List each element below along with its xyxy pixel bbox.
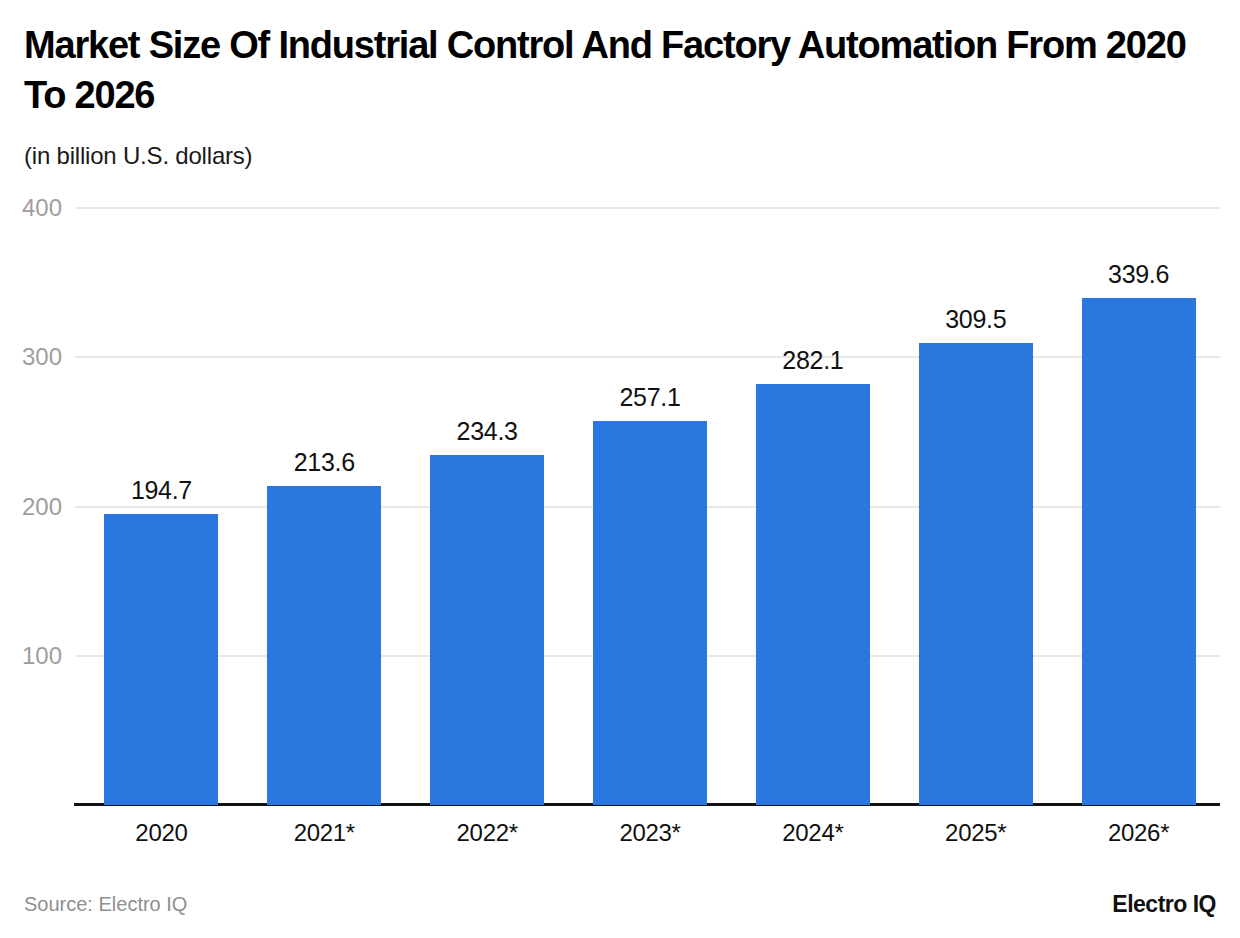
bar — [104, 514, 218, 805]
bar-columns: 194.7 213.6 234.3 257.1 282.1 309.5 339.6 — [80, 208, 1220, 805]
bar — [1082, 298, 1196, 805]
y-axis-tick-label: 300 — [0, 343, 62, 371]
x-axis-tick-label: 2022* — [406, 819, 569, 847]
bar-value-label: 339.6 — [1108, 260, 1169, 289]
bar — [267, 486, 381, 805]
y-axis-tick-label: 400 — [0, 194, 62, 222]
bar — [919, 343, 1033, 805]
bar — [430, 455, 544, 805]
chart-title: Market Size Of Industrial Control And Fa… — [24, 20, 1194, 120]
bar-value-label: 194.7 — [131, 476, 192, 505]
bar-column: 309.5 — [894, 208, 1057, 805]
x-axis-tick-label: 2025* — [894, 819, 1057, 847]
bar-column: 339.6 — [1057, 208, 1220, 805]
bar-value-label: 309.5 — [945, 305, 1006, 334]
bar-column: 282.1 — [731, 208, 894, 805]
bar — [593, 421, 707, 805]
x-axis-tick-label: 2024* — [731, 819, 894, 847]
x-axis-tick-label: 2020 — [80, 819, 243, 847]
bar-column: 213.6 — [243, 208, 406, 805]
x-axis-tick-label: 2023* — [569, 819, 732, 847]
x-axis-tick-label: 2026* — [1057, 819, 1220, 847]
y-axis-tick-label: 100 — [0, 642, 62, 670]
bar-chart: 194.7213.6234.3257.1282.1309.5339.6 2020… — [0, 208, 1240, 805]
chart-page: Market Size Of Industrial Control And Fa… — [0, 0, 1240, 938]
chart-subtitle: (in billion U.S. dollars) — [24, 142, 252, 170]
bar-column: 257.1 — [569, 208, 732, 805]
x-axis-tick-label: 2021* — [243, 819, 406, 847]
bar-column: 234.3 — [406, 208, 569, 805]
y-axis-tick-label: 200 — [0, 493, 62, 521]
bar-value-label: 213.6 — [294, 448, 355, 477]
bar-value-label: 257.1 — [619, 383, 680, 412]
bar-column: 194.7 — [80, 208, 243, 805]
x-axis-labels: 20202021*2022*2023*2024*2025*2026* — [80, 819, 1220, 847]
brand-logo: Electro IQ — [1112, 891, 1216, 918]
plot-area: 194.7 213.6 234.3 257.1 282.1 309.5 339.6 — [80, 208, 1220, 805]
source-label: Source: Electro IQ — [24, 893, 187, 916]
bar — [756, 384, 870, 805]
bar-value-label: 282.1 — [782, 346, 843, 375]
bar-value-label: 234.3 — [457, 417, 518, 446]
